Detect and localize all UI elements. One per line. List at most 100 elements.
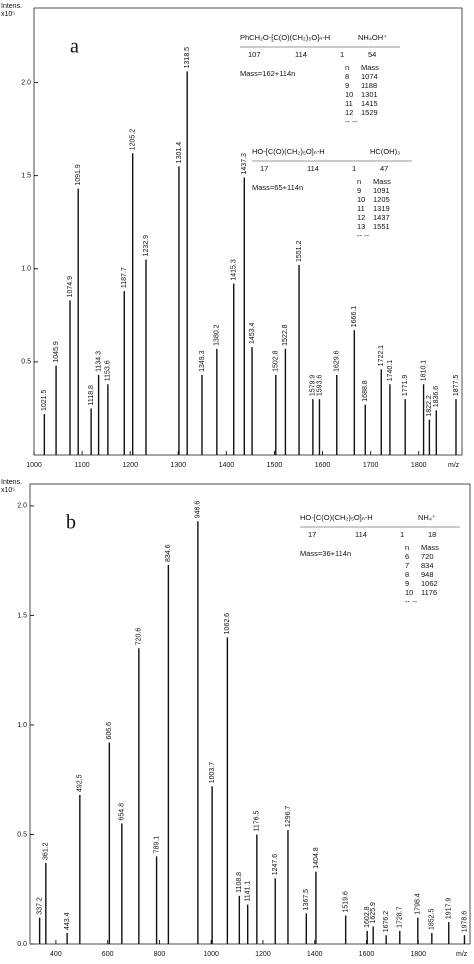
table-dash: -- --	[405, 597, 418, 606]
table-cell: 1551	[373, 222, 390, 231]
table-cell: 1188	[361, 81, 377, 90]
peak-label: 1296.7	[285, 806, 292, 828]
table-cell: Mass	[373, 177, 391, 186]
peak-label: 1187.7	[121, 267, 128, 288]
peak-label: 834.6	[165, 544, 172, 562]
mass-formula: Mass=162+114n	[240, 69, 295, 78]
peak-label: 1318.5	[184, 47, 191, 69]
peak-label: 1722.1	[378, 345, 385, 367]
y-axis-label: Intens.	[1, 3, 22, 10]
peak-label: 1074.9	[67, 276, 74, 298]
peak-label: 1003.7	[209, 762, 216, 784]
peak-label: 1404.8	[313, 847, 320, 869]
segment-mass: 54	[368, 50, 376, 59]
table-cell: 12	[357, 213, 365, 222]
peak-label: 1625.9	[370, 902, 377, 924]
table-cell: 10	[345, 90, 353, 99]
peak-label: 1676.2	[383, 911, 390, 933]
peak-label: 1771.9	[402, 375, 409, 397]
table-cell: 9	[405, 579, 409, 588]
table-cell: 6	[405, 552, 409, 561]
segment-mass: 1	[352, 164, 356, 173]
peak-label: 1836.6	[433, 386, 440, 408]
y-tick-label: 0.5	[17, 831, 27, 838]
table-cell: 1176	[421, 588, 437, 597]
peak-label: 1519.6	[343, 891, 350, 913]
table-cell: 1091	[373, 186, 390, 195]
peak-label: 654.8	[119, 803, 126, 821]
peak-label: 1437.3	[241, 153, 248, 175]
x-tick-label: 600	[102, 951, 114, 958]
y-tick-label: 2.0	[21, 79, 31, 86]
segment-mass: 107	[248, 50, 261, 59]
table-cell: Mass	[361, 63, 379, 72]
peak-label: 1176.5	[254, 810, 261, 831]
peak-label: 1247.6	[272, 854, 279, 876]
table-cell: 9	[357, 186, 361, 195]
table-cell: 8	[345, 72, 349, 81]
x-tick-label: 1800	[411, 462, 427, 469]
structure: HO-[C(O)(CH₂)₅O]ₙ-H	[300, 513, 373, 522]
x-tick-label: 1200	[255, 951, 271, 958]
x-tick-label: 400	[50, 951, 62, 958]
segment-mass: 17	[308, 530, 316, 539]
y-axis-unit: x10⁵	[1, 11, 15, 18]
x-tick-label: 1200	[122, 462, 138, 469]
adduct: NH₄OH⁺	[358, 33, 387, 42]
y-tick-label: 0.0	[17, 941, 27, 948]
segment-mass: 114	[355, 530, 367, 539]
table-cell: 9	[345, 81, 349, 90]
y-axis-label: Intens.	[1, 479, 22, 486]
y-tick-label: 1.0	[21, 266, 31, 273]
y-tick-label: 0.5	[21, 359, 31, 366]
table-dash: -- --	[357, 231, 370, 240]
segment-mass: 17	[260, 164, 268, 173]
x-tick-label: 1400	[219, 462, 235, 469]
segment-mass: 114	[295, 50, 307, 59]
peak-label: 492.5	[77, 774, 84, 792]
segment-mass: 47	[380, 164, 388, 173]
table-cell: 11	[357, 204, 365, 213]
peak-label: 1205.2	[130, 129, 137, 151]
structure: HO-[C(O)(CH₂)₅O]ₙ-H	[252, 147, 325, 156]
segment-mass: 18	[428, 530, 436, 539]
mass-formula: Mass=36+114n	[300, 549, 351, 558]
y-tick-label: 2.0	[17, 503, 27, 510]
x-axis-label: m/z	[448, 462, 460, 469]
table-cell: 1074	[361, 72, 378, 81]
y-axis-unit: x10⁵	[1, 487, 15, 494]
table-cell: 10	[357, 195, 365, 204]
peak-label: 1380.2	[214, 324, 221, 346]
x-tick-label: 1700	[363, 462, 379, 469]
peak-label: 1367.5	[303, 889, 310, 911]
peak-label: 1666.1	[351, 306, 358, 328]
peak-label: 606.6	[106, 722, 113, 740]
peak-label: 1728.7	[397, 906, 404, 928]
plot-frame	[29, 483, 471, 945]
table-cell: Mass	[421, 543, 439, 552]
peak-label: 1978.6	[461, 911, 468, 933]
peak-label: 1453.4	[249, 322, 256, 344]
peak-label: 1021.5	[41, 390, 48, 412]
table-cell: 948	[421, 570, 434, 579]
table-cell: 1529	[361, 108, 378, 117]
peak-label: 1579.9	[310, 375, 317, 397]
y-tick-label: 1.5	[21, 172, 31, 179]
x-tick-label: 1000	[26, 462, 42, 469]
adduct: HC(OH)₃	[370, 147, 400, 156]
peak-label: 1551.2	[296, 241, 303, 263]
plot-frame	[33, 7, 463, 456]
table-cell: 1437	[373, 213, 390, 222]
x-tick-label: 1600	[315, 462, 331, 469]
table-cell: 1205	[373, 195, 390, 204]
peak-label: 1232.9	[143, 235, 150, 257]
peak-label: 1091.9	[75, 164, 82, 186]
adduct: NH₄⁺	[418, 513, 436, 522]
peak-label: 1153.6	[105, 360, 112, 381]
x-tick-label: 1500	[267, 462, 283, 469]
peak-label: 1301.4	[176, 142, 183, 164]
x-axis-label: m/z	[456, 951, 468, 958]
peak-label: 1415.3	[231, 259, 238, 281]
peak-label: 789.1	[153, 836, 160, 854]
